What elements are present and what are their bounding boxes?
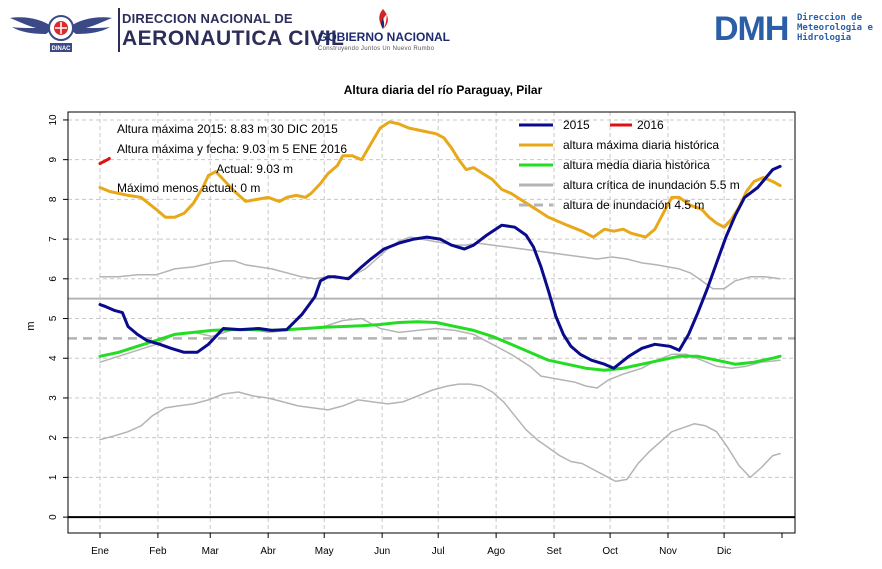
legend-label-2: 2016 xyxy=(637,118,664,132)
gobierno-nacional-text: GOBIERNO NACIONAL xyxy=(318,30,450,44)
dmh-sub-line2: Meteorologia e xyxy=(797,23,873,33)
x-tick-label-feb: Feb xyxy=(149,546,167,557)
series-gris-inferior xyxy=(99,383,781,483)
y-tick-label-1: 1 xyxy=(48,474,59,480)
dmh-subtitle: Direccion de Meteorologia e Hidrologia xyxy=(797,13,873,43)
x-tick-label-nov: Nov xyxy=(659,546,677,557)
x-tick-label-ago: Ago xyxy=(487,546,505,557)
dnac-line2: AERONAUTICA CIVIL xyxy=(122,27,345,50)
x-tick-label-jul: Jul xyxy=(432,546,445,557)
annotation-4: Máximo menos actual: 0 m xyxy=(117,181,260,195)
annotation-1: Altura máxima 2015: 8.83 m 30 DIC 2015 xyxy=(117,122,338,136)
series-gris-superior xyxy=(99,236,781,290)
annotation-2: Altura máxima y fecha: 9.03 m 5 ENE 2016 xyxy=(117,142,347,156)
dmh-sub-line1: Direccion de xyxy=(797,13,863,23)
dnac-line1: DIRECCION NACIONAL DE xyxy=(122,11,293,26)
legend-label-4: altura media diaria histórica xyxy=(563,158,710,172)
series-2016 xyxy=(98,157,111,166)
annotation-3: Actual: 9.03 m xyxy=(216,162,293,176)
series-altura-máxima-diaria-histórica xyxy=(98,120,782,239)
series-altura-media-diaria-histórica xyxy=(98,320,782,372)
reference-lines xyxy=(68,297,795,519)
y-tick-label-5: 5 xyxy=(48,315,59,321)
header-banner: DINAC DIRECCION NACIONAL DE AERONAUTICA … xyxy=(0,0,882,62)
y-tick-label-6: 6 xyxy=(48,276,59,282)
x-tick-label-ene: Ene xyxy=(91,546,109,557)
y-tick-label-8: 8 xyxy=(48,196,59,202)
y-tick-label-4: 4 xyxy=(48,355,59,361)
x-axis-ticks: Ene Feb Mar Abr May Jun Jul Ago Set Oct Nov Dic xyxy=(91,533,783,557)
dnac-title: DIRECCION NACIONAL DE AERONAUTICA CIVIL xyxy=(122,11,344,51)
dinac-wings-logo: DINAC xyxy=(10,15,112,52)
y-axis-label: m xyxy=(25,321,37,330)
legend-label-6: altura de inundación 4.5 m xyxy=(563,198,704,212)
stats-annotations: Altura máxima 2015: 8.83 m 30 DIC 2015 Al… xyxy=(117,122,347,195)
gobierno-slogan: Construyendo Juntos Un Nuevo Rumbo xyxy=(318,46,435,52)
header-separator xyxy=(118,8,120,52)
y-tick-label-10: 10 xyxy=(48,114,59,126)
x-tick-label-jun: Jun xyxy=(374,546,390,557)
y-tick-label-3: 3 xyxy=(48,395,59,401)
y-tick-label-7: 7 xyxy=(48,236,59,242)
dinac-badge-text: DINAC xyxy=(52,46,72,52)
x-tick-label-dic: Dic xyxy=(717,546,731,557)
series-2015 xyxy=(98,164,782,370)
x-tick-label-mar: Mar xyxy=(202,546,220,557)
gobierno-nacional-logo: GOBIERNO NACIONAL Construyendo Juntos Un… xyxy=(318,8,460,54)
chart-title: Altura diaria del río Paraguay, Pilar xyxy=(344,83,543,97)
x-tick-label-set: Set xyxy=(547,546,562,557)
y-tick-label-9: 9 xyxy=(48,156,59,162)
y-tick-label-2: 2 xyxy=(48,434,59,440)
river-height-chart: Altura diaria del río Paraguay, Pilar m … xyxy=(25,83,796,557)
series-gris-medio xyxy=(99,317,781,389)
legend-label-1: 2015 xyxy=(563,118,590,132)
flame-icon xyxy=(379,9,388,29)
x-tick-label-oct: Oct xyxy=(602,546,618,557)
x-tick-label-abr: Abr xyxy=(260,546,276,557)
dmh-logo-letters: DMH xyxy=(714,10,789,48)
legend-label-5: altura crítica de inundación 5.5 m xyxy=(563,178,740,192)
y-tick-label-0: 0 xyxy=(48,514,59,520)
dmh-sub-line3: Hidrologia xyxy=(797,33,852,43)
legend: 2015 2016 altura máxima diaria histórica al… xyxy=(519,118,740,212)
legend-label-3: altura máxima diaria histórica xyxy=(563,138,719,152)
x-tick-label-may: May xyxy=(315,546,334,557)
y-axis-ticks: 0 1 2 3 4 5 6 7 8 9 10 xyxy=(48,114,68,520)
plot-frame xyxy=(67,111,796,534)
series-lines xyxy=(98,120,782,483)
